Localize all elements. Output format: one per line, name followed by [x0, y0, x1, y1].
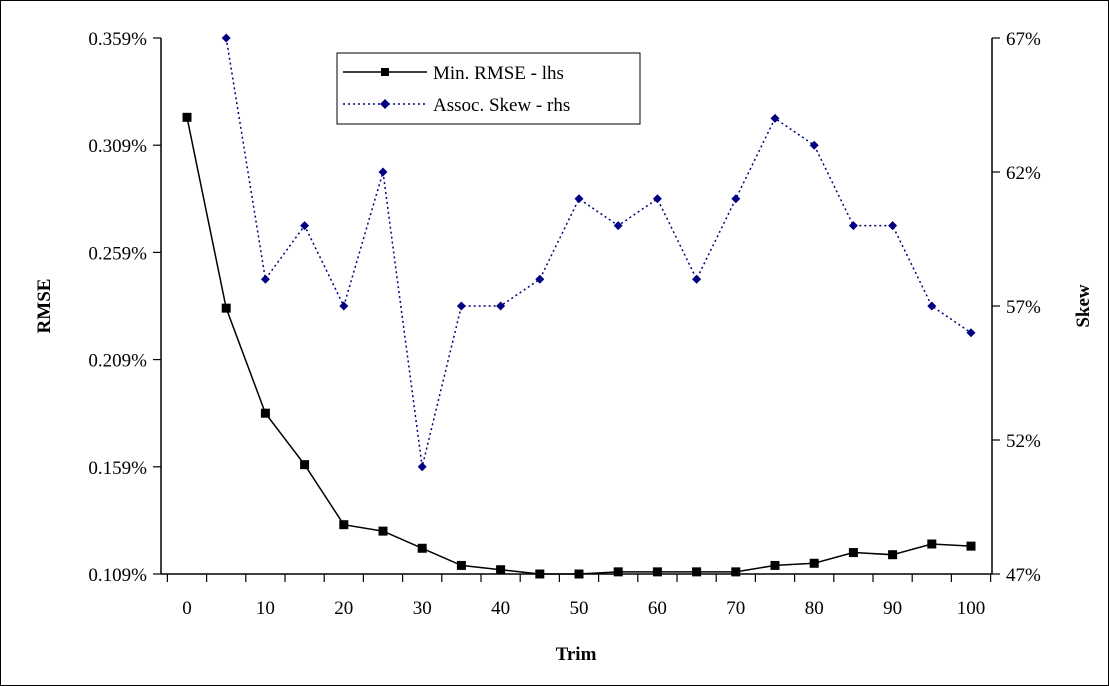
skew-point — [300, 221, 310, 231]
rmse-point — [339, 520, 349, 530]
skew-point — [731, 194, 741, 204]
skew-point — [221, 33, 231, 43]
skew-point — [260, 274, 270, 284]
rmse-point — [378, 526, 388, 536]
skew-point — [417, 462, 427, 472]
rmse-point — [652, 567, 662, 577]
y-tick-label: 0.209% — [88, 351, 147, 372]
skew-point — [692, 274, 702, 284]
rmse-point — [182, 112, 192, 122]
x-tick-label: 70 — [726, 598, 745, 619]
x-tick-label: 40 — [491, 598, 510, 619]
x-tick-label: 30 — [413, 598, 432, 619]
legend-marker-rmse — [381, 68, 389, 76]
rmse-point — [260, 408, 270, 418]
x-tick-label: 80 — [805, 598, 824, 619]
y-tick-label: 0.109% — [88, 565, 147, 586]
skew-point — [496, 301, 506, 311]
rmse-point — [692, 567, 702, 577]
y2-tick-label: 47% — [1006, 565, 1041, 586]
y2-tick-label: 52% — [1006, 431, 1041, 452]
skew-point — [809, 140, 819, 150]
skew-point — [848, 221, 858, 231]
legend-marker-skew — [380, 99, 390, 109]
x-tick-label: 10 — [256, 598, 275, 619]
rmse-point — [496, 565, 506, 575]
rmse-point — [888, 550, 898, 560]
y2-axis-title: Skew — [1073, 284, 1094, 328]
y2-tick-label: 57% — [1006, 297, 1041, 318]
y-tick-label: 0.309% — [88, 136, 147, 157]
rmse-point — [417, 543, 427, 553]
skew-point — [770, 113, 780, 123]
rmse-point — [809, 558, 819, 568]
axis-ticks: 0 10 20 30 40 50 60 70 80 90 100 0.109% 0.159% 0.209%… — [88, 29, 1041, 619]
rmse-point — [927, 539, 937, 549]
rmse-point — [221, 303, 231, 313]
skew-point — [888, 221, 898, 231]
rmse-point — [456, 560, 466, 570]
skew-point — [613, 221, 623, 231]
series-line-rmse — [186, 117, 972, 575]
legend-box — [336, 52, 641, 125]
x-tick-label: 20 — [334, 598, 353, 619]
skew-point — [574, 194, 584, 204]
skew-point — [378, 167, 388, 177]
x-tick-label: 0 — [182, 598, 192, 619]
rmse-point — [535, 569, 545, 579]
skew-point — [339, 301, 349, 311]
skew-point — [927, 301, 937, 311]
rmse-point — [300, 460, 310, 470]
y-tick-label: 0.159% — [88, 458, 147, 479]
rmse-point — [731, 567, 741, 577]
rmse-point — [770, 560, 780, 570]
y-axis-title: RMSE — [34, 279, 55, 334]
skew-point — [652, 194, 662, 204]
rmse-point — [613, 567, 623, 577]
x-tick-label: 90 — [883, 598, 902, 619]
x-tick-label: 60 — [648, 598, 667, 619]
x-tick-label: 100 — [957, 598, 986, 619]
legend-label-rmse: Min. RMSE - lhs — [433, 63, 564, 84]
legend: Min. RMSE - lhs Assoc. Skew - rhs — [336, 52, 641, 125]
legend-label-skew: Assoc. Skew - rhs — [433, 95, 570, 116]
y2-tick-label: 62% — [1006, 163, 1041, 184]
x-tick-label: 50 — [570, 598, 589, 619]
y2-tick-label: 67% — [1006, 29, 1041, 50]
skew-point — [456, 301, 466, 311]
rmse-point — [848, 548, 858, 558]
skew-point — [535, 274, 545, 284]
rmse-point — [574, 569, 584, 579]
y-tick-label: 0.259% — [88, 243, 147, 264]
rmse-point — [966, 541, 976, 551]
x-axis-title: Trim — [556, 644, 597, 665]
skew-point — [966, 328, 976, 338]
y-tick-label: 0.359% — [88, 29, 147, 50]
series-markers — [182, 33, 976, 579]
